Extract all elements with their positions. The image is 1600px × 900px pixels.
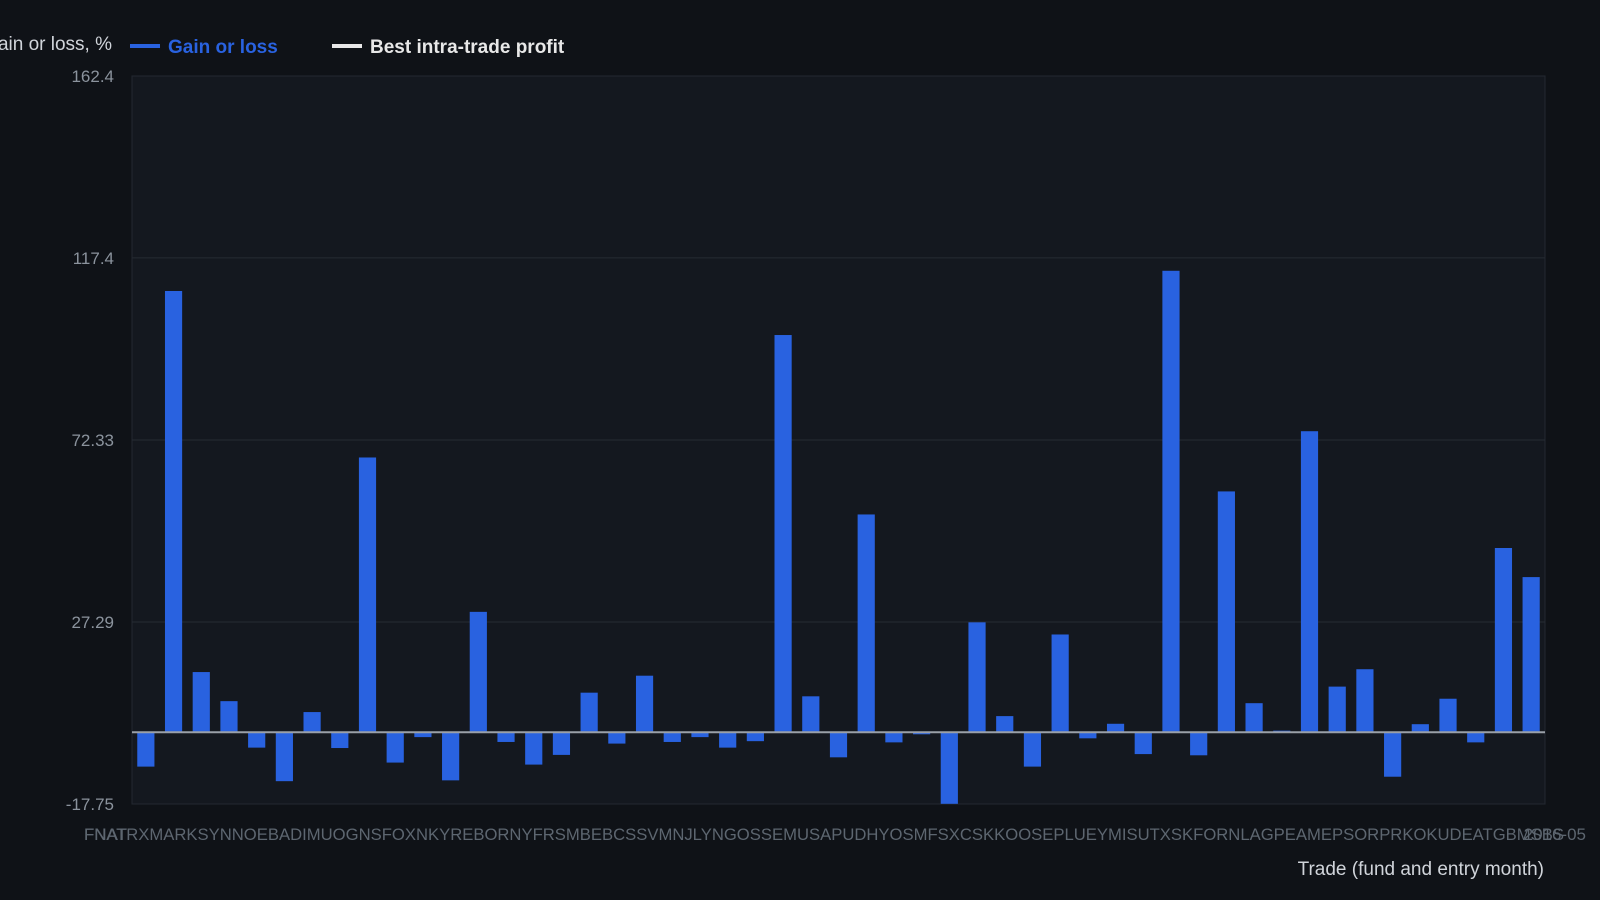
bar[interactable] xyxy=(192,672,210,733)
bar[interactable] xyxy=(442,732,460,781)
bar[interactable] xyxy=(248,732,266,748)
bar[interactable] xyxy=(1300,431,1319,733)
y-tick-label: 117.4 xyxy=(73,249,114,268)
bar[interactable] xyxy=(1411,724,1429,733)
bar[interactable] xyxy=(996,716,1014,733)
bar[interactable] xyxy=(414,732,432,738)
bar[interactable] xyxy=(635,675,654,733)
bar[interactable] xyxy=(552,732,571,755)
bar[interactable] xyxy=(663,732,681,742)
bar[interactable] xyxy=(1439,698,1457,733)
bar[interactable] xyxy=(580,692,598,733)
bar[interactable] xyxy=(774,335,792,733)
bar[interactable] xyxy=(1245,703,1263,733)
bar[interactable] xyxy=(1217,491,1235,733)
x-tick-last: 2016-05 xyxy=(1524,825,1586,844)
bar[interactable] xyxy=(525,732,543,765)
bar[interactable] xyxy=(691,732,709,738)
bar[interactable] xyxy=(719,732,737,748)
bar[interactable] xyxy=(358,457,377,733)
legend-label-gain-or-loss: Gain or loss xyxy=(168,37,278,58)
bar[interactable] xyxy=(137,732,155,767)
bar[interactable] xyxy=(1106,723,1125,733)
bar[interactable] xyxy=(802,696,820,733)
bar[interactable] xyxy=(331,732,349,749)
bar[interactable] xyxy=(746,732,764,742)
x-axis-ticks: FNATRXMARKSYNNOEBADIMUOGNSFOXNKYREBORNYF… xyxy=(84,825,1586,844)
bar[interactable] xyxy=(386,732,404,763)
legend-label-best-intra-trade-profit: Best intra-trade profit xyxy=(370,37,565,58)
bar[interactable] xyxy=(1356,669,1374,733)
bar[interactable] xyxy=(1079,732,1097,739)
bar[interactable] xyxy=(1134,732,1152,755)
bar[interactable] xyxy=(303,712,321,733)
bar[interactable] xyxy=(469,611,487,733)
y-axis-ticks: -17.75 27.29 72.33 117.4 162.4 xyxy=(66,67,114,814)
bar[interactable] xyxy=(968,622,986,733)
bar[interactable] xyxy=(164,290,183,733)
bar[interactable] xyxy=(497,732,515,742)
x-tick-first: FNAT xyxy=(84,825,127,844)
bar[interactable] xyxy=(940,732,958,804)
legend: Gain or loss, % Gain or loss Best intra-… xyxy=(0,34,565,58)
bar[interactable] xyxy=(1467,732,1485,743)
bar[interactable] xyxy=(220,701,238,733)
bars xyxy=(137,270,1540,804)
y-tick-label: 162.4 xyxy=(71,67,114,86)
bar[interactable] xyxy=(1023,732,1042,767)
bar[interactable] xyxy=(275,732,293,782)
bar[interactable] xyxy=(1494,548,1513,733)
x-axis-title: Trade (fund and entry month) xyxy=(1298,859,1544,880)
bar[interactable] xyxy=(857,514,875,733)
bar[interactable] xyxy=(608,732,626,744)
bar[interactable] xyxy=(1190,732,1208,756)
bar[interactable] xyxy=(885,732,903,743)
bar[interactable] xyxy=(1522,577,1540,733)
bar[interactable] xyxy=(913,732,931,735)
bar[interactable] xyxy=(1162,270,1180,733)
bar[interactable] xyxy=(829,732,848,758)
y-tick-label: 27.29 xyxy=(71,613,114,632)
x-tick-overlap: FNATRXMARKSYNNOEBADIMUOGNSFOXNKYREBORNYF… xyxy=(84,825,1564,844)
bar[interactable] xyxy=(1384,732,1402,777)
y-tick-label: 72.33 xyxy=(71,431,114,450)
y-axis-title: Gain or loss, % xyxy=(0,34,112,55)
bar[interactable] xyxy=(1051,634,1069,733)
bar[interactable] xyxy=(1328,686,1346,733)
y-tick-label: -17.75 xyxy=(66,795,114,814)
